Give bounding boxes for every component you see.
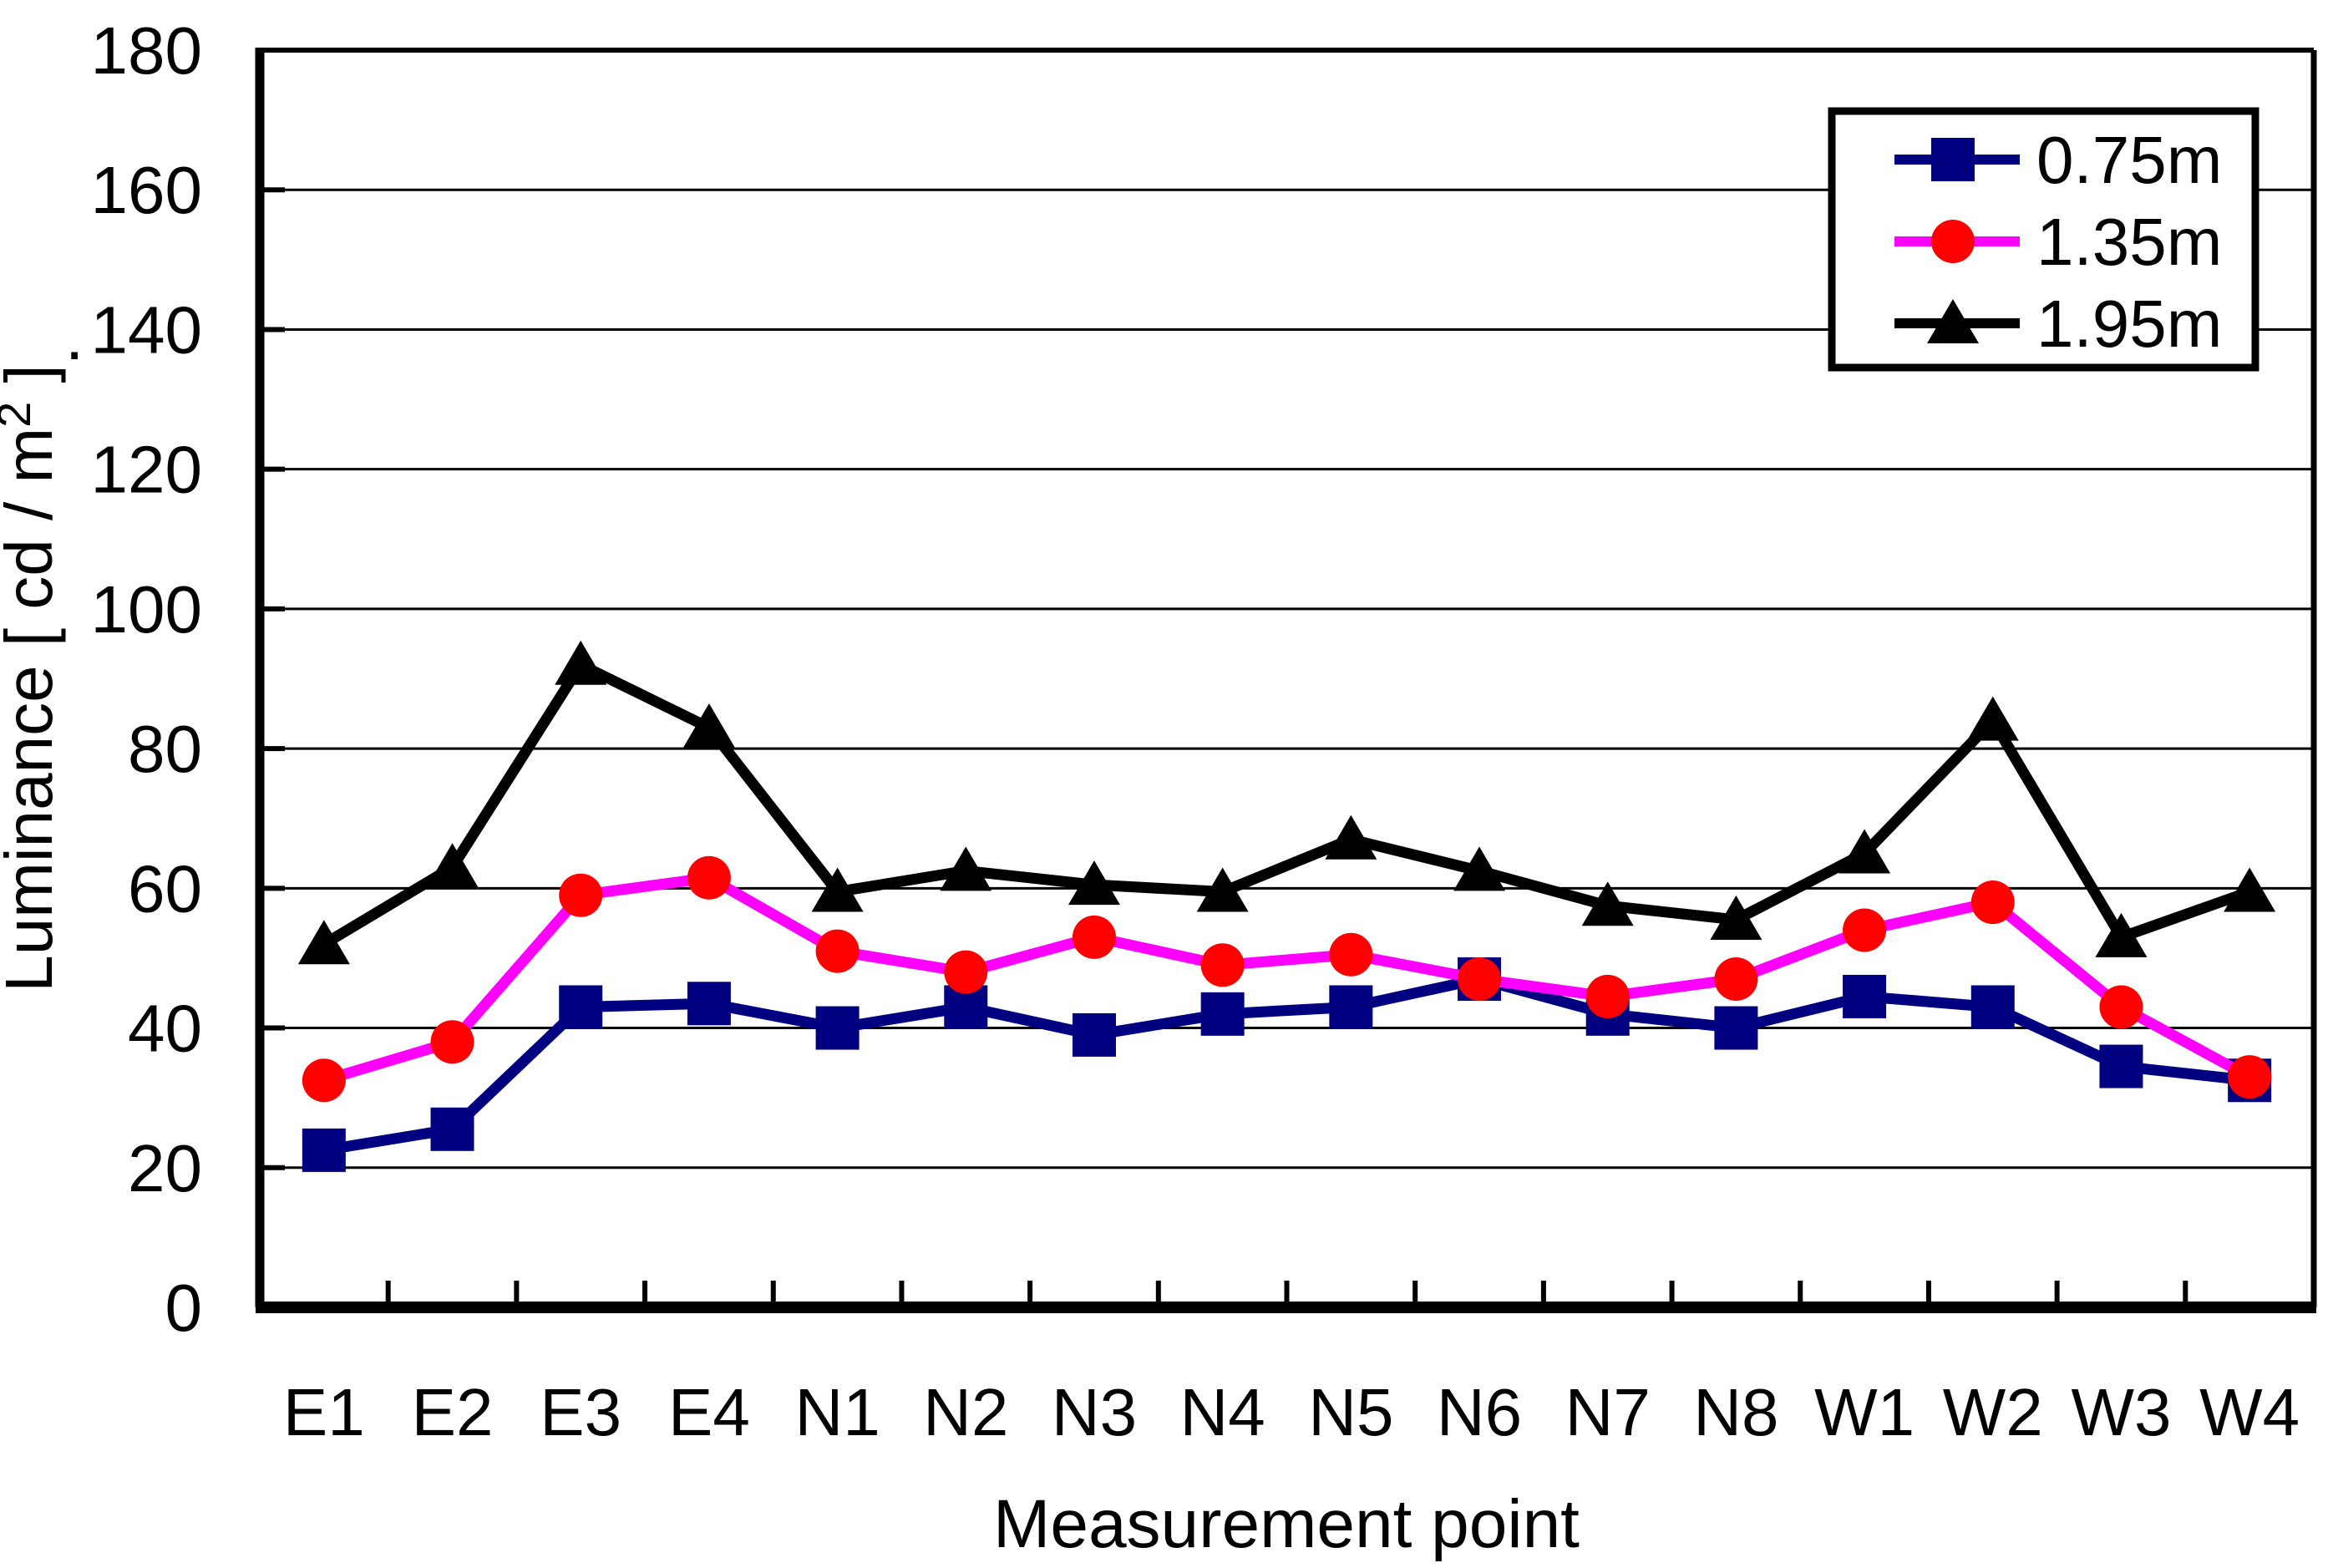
- marker-1.95m-N1: [811, 867, 864, 912]
- marker-0.75m-E3: [559, 985, 603, 1029]
- marker-0.75m-E1: [302, 1128, 346, 1172]
- y-tick-label: 120: [91, 433, 202, 507]
- marker-1.95m-E1: [297, 920, 350, 965]
- legend-label: 0.75m: [2036, 123, 2222, 197]
- marker-1.35m-W4: [2228, 1055, 2272, 1099]
- x-category-label: N2: [923, 1375, 1008, 1449]
- marker-1.95m-W1: [1838, 829, 1891, 874]
- marker-1.95m-N8: [1710, 895, 1762, 940]
- marker-1.35m-E2: [430, 1020, 474, 1064]
- marker-0.75m-N1: [815, 1006, 860, 1050]
- marker-0.75m-E4: [687, 982, 731, 1026]
- marker-1.35m-N6: [1458, 957, 1502, 1002]
- marker-1.35m-W3: [2099, 985, 2143, 1029]
- x-axis-title: Measurement point: [993, 1486, 1580, 1562]
- y-tick-label: 140: [91, 292, 202, 367]
- marker-1.35m-N3: [1072, 915, 1116, 959]
- marker-1.35m-N8: [1714, 957, 1758, 1002]
- x-category-label: N5: [1308, 1375, 1393, 1449]
- x-category-label: N4: [1180, 1375, 1265, 1449]
- x-category-label: W3: [2071, 1375, 2171, 1449]
- legend-label: 1.95m: [2036, 287, 2222, 361]
- x-category-label: W1: [1814, 1375, 1915, 1449]
- marker-1.35m-N4: [1200, 943, 1245, 987]
- legend-marker-1.95m: [1927, 299, 1979, 343]
- x-category-label: N6: [1437, 1375, 1522, 1449]
- marker-0.75m-E2: [430, 1107, 474, 1151]
- marker-1.95m-N7: [1581, 881, 1634, 926]
- y-axis-title: Luminance [ cd / m2 ]: [0, 364, 66, 992]
- series-line-1.35m: [322, 872, 2253, 1086]
- marker-1.95m-N4: [1196, 867, 1249, 912]
- marker-0.75m-N4: [1200, 992, 1245, 1036]
- marker-1.95m-N6: [1453, 846, 1506, 891]
- x-category-label: E3: [540, 1375, 621, 1449]
- marker-0.75m-W3: [2099, 1044, 2143, 1088]
- y-tick-label: 80: [128, 712, 202, 786]
- y-tick-label: 100: [91, 572, 202, 647]
- marker-1.35m-N5: [1329, 932, 1373, 977]
- marker-0.75m-N8: [1714, 1006, 1758, 1050]
- marker-1.35m-W1: [1843, 908, 1887, 952]
- x-category-label: E1: [283, 1375, 365, 1449]
- marker-1.95m-E2: [426, 843, 479, 888]
- x-category-label: N8: [1693, 1375, 1778, 1449]
- x-category-label: N1: [794, 1375, 880, 1449]
- marker-1.35m-E4: [687, 855, 731, 900]
- marker-0.75m-N5: [1329, 985, 1373, 1029]
- marker-1.95m-N2: [940, 846, 992, 891]
- marker-1.35m-N2: [944, 950, 988, 994]
- x-category-label: W4: [2199, 1375, 2300, 1449]
- x-category-label: N3: [1052, 1375, 1137, 1449]
- x-category-label: E4: [668, 1375, 750, 1449]
- marker-0.75m-W2: [1970, 985, 2015, 1029]
- marker-1.95m-E4: [682, 703, 735, 748]
- y-tick-label: 40: [128, 992, 202, 1066]
- marker-0.75m-N3: [1072, 1012, 1116, 1057]
- marker-1.95m-E3: [555, 640, 607, 685]
- marker-1.35m-E3: [559, 873, 603, 917]
- marker-1.95m-N5: [1325, 814, 1377, 860]
- series-line-0.75m: [322, 973, 2250, 1156]
- y-tick-label: 160: [91, 153, 202, 227]
- marker-1.95m-W4: [2224, 867, 2276, 912]
- series-line-1.95m: [321, 659, 2252, 949]
- y-tick-label: 0: [165, 1271, 203, 1345]
- stray-dot: .: [65, 299, 84, 373]
- legend-label: 1.35m: [2036, 205, 2222, 279]
- x-category-label: W2: [1943, 1375, 2043, 1449]
- x-category-label: N7: [1565, 1375, 1651, 1449]
- marker-1.35m-W2: [1970, 880, 2015, 925]
- marker-0.75m-W1: [1843, 974, 1887, 1018]
- y-tick-label: 60: [128, 851, 202, 926]
- y-tick-label: 180: [91, 13, 202, 88]
- marker-1.35m-N7: [1585, 974, 1630, 1018]
- x-category-label: E2: [412, 1375, 494, 1449]
- y-tick-label: 20: [128, 1131, 202, 1205]
- legend-marker-0.75m: [1931, 138, 1975, 181]
- legend-marker-1.35m: [1931, 220, 1975, 263]
- marker-1.95m-W3: [2095, 912, 2148, 957]
- marker-1.35m-N1: [815, 929, 860, 973]
- marker-1.35m-E1: [302, 1058, 346, 1103]
- marker-1.95m-W2: [1966, 696, 2019, 741]
- marker-1.95m-N3: [1068, 860, 1120, 906]
